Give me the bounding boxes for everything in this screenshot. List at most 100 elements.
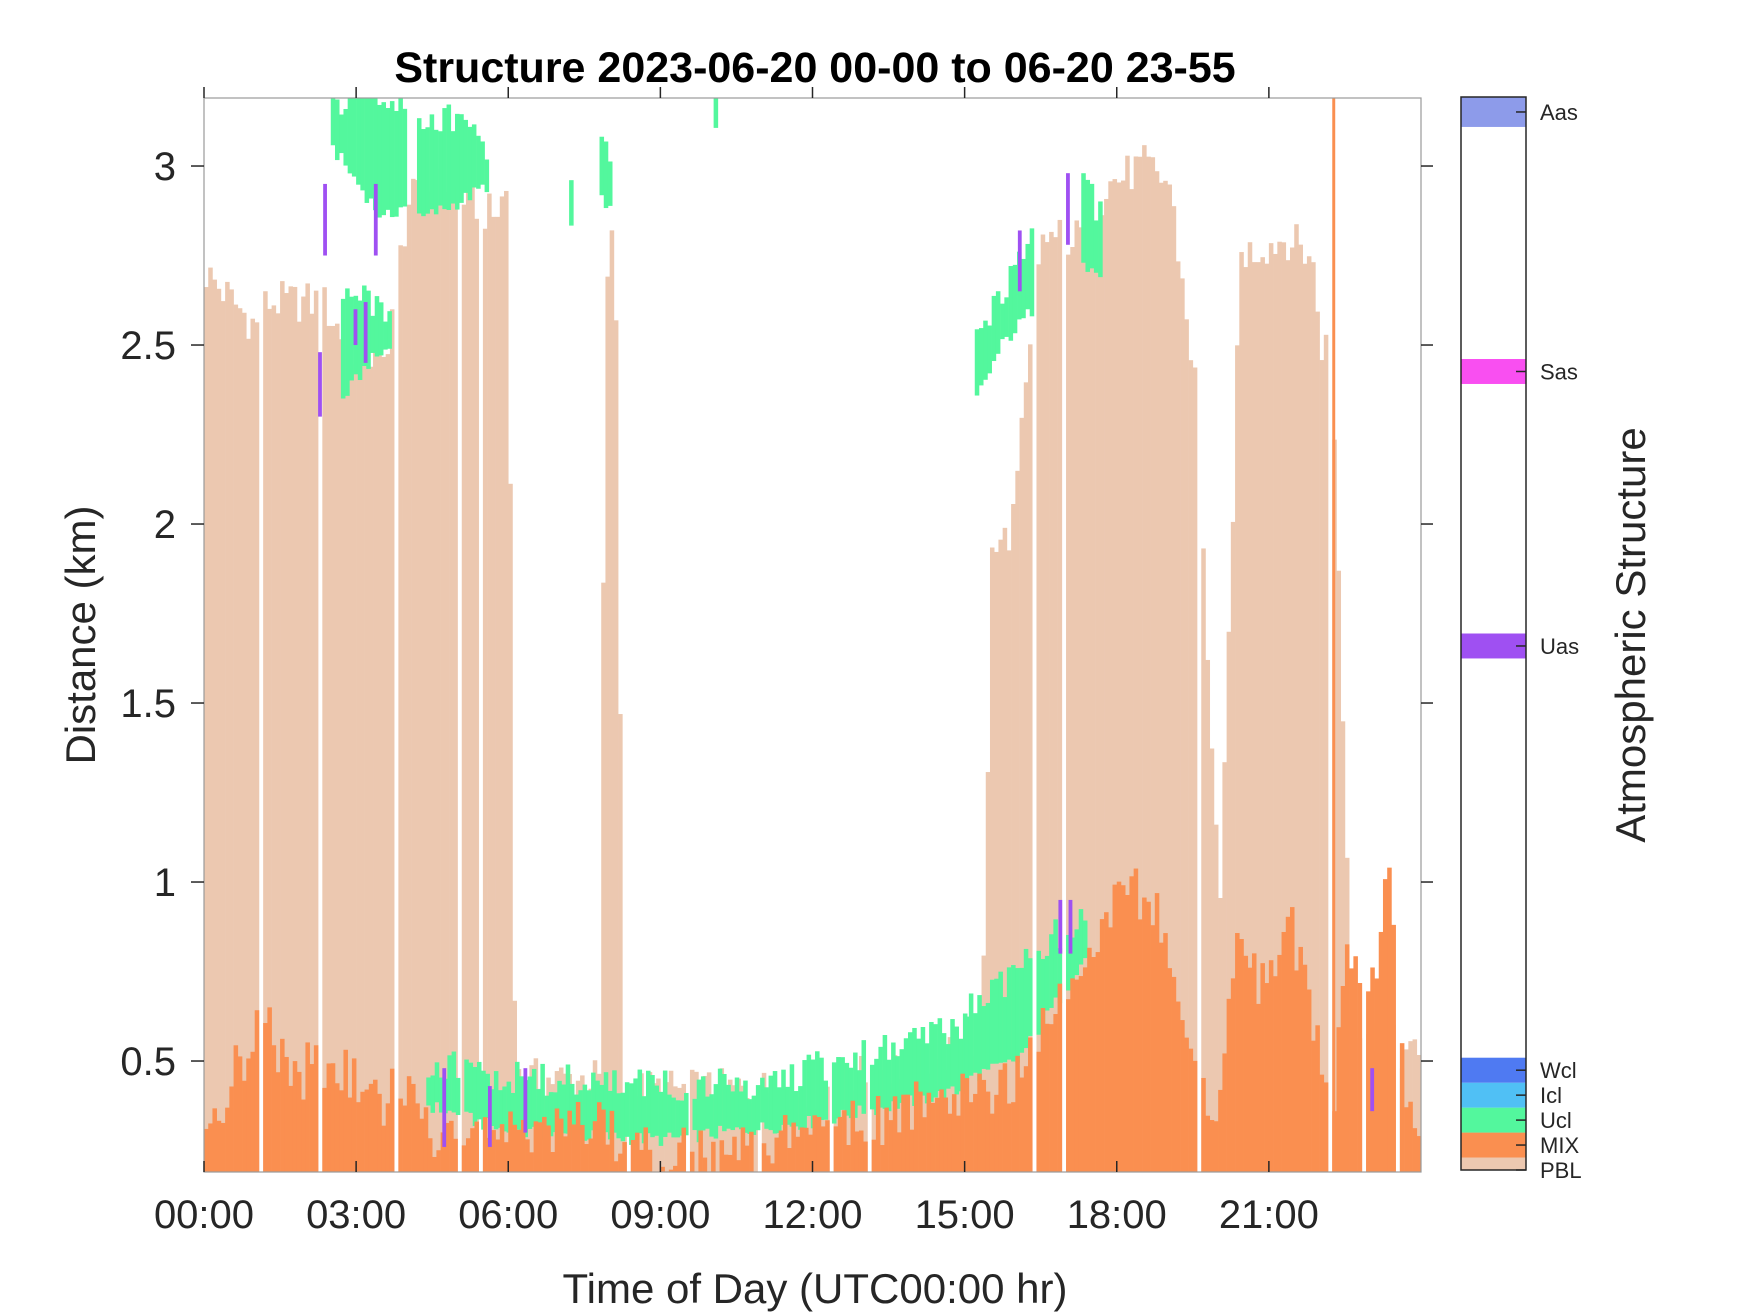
ucl-column [662,1070,668,1137]
x-axis: 00:00 03:00 06:00 09:00 12:00 15:00 18:00 21:00 [154,87,1319,1237]
mix-column [639,1149,644,1172]
mix-column [423,1107,429,1172]
ucl-column [620,1092,626,1142]
pbl-column [1306,256,1312,1172]
y-axis-label: Distance (km) [57,505,104,764]
ucl-column [557,1080,562,1132]
pbl-column [1112,179,1118,1172]
ucl-column [370,315,376,353]
pbl-column [897,1079,902,1172]
mix-column [897,1132,902,1172]
pbl-column [1239,252,1244,1172]
ucl-column [368,98,374,199]
mix-column [495,1139,501,1172]
ucl-column [493,1071,499,1130]
ucl-column [987,325,992,374]
mix-column [1230,978,1236,1172]
ucl-column [582,1084,588,1141]
mix-column [415,1103,420,1172]
ucl-column [861,1040,867,1114]
pbl-column [1066,254,1071,1172]
ucl-column [1004,297,1009,337]
ucl-column [398,98,403,208]
mix-column [360,1091,365,1172]
ucl-column [451,1051,457,1113]
x-tick-label: 06:00 [458,1193,558,1237]
mix-column [744,1145,750,1172]
ucl-column [722,1073,727,1132]
mix-column [643,1127,648,1172]
ucl-column [463,119,468,193]
mix-column [250,1051,256,1172]
pbl-column [1175,261,1181,1172]
ucl-column [1028,958,1033,1036]
mix-column [1391,924,1396,1172]
ucl-column [994,978,999,1064]
pbl-column [1264,263,1270,1172]
pbl-column [212,279,217,1172]
ucl-column [591,1072,596,1131]
mix-column [968,1102,974,1172]
mix-column [1133,868,1139,1172]
ucl-column [734,1077,740,1128]
uas-segment [1058,899,1063,954]
colorbar-label-icl: Icl [1540,1083,1562,1108]
mix-column [1323,1082,1329,1172]
mix-column [1353,956,1358,1172]
pbl-column [254,322,260,1172]
ucl-column [831,1062,837,1124]
mix-column [702,1157,708,1172]
mix-column [985,1091,991,1172]
pbl-column [1213,824,1219,1172]
colorbar-swatch-uas [1461,633,1526,659]
pbl-column [1205,659,1211,1172]
pbl-column [994,551,999,1172]
ucl-column [772,1071,778,1134]
pbl-column [1150,157,1156,1172]
y-tick-label: 2 [154,503,176,547]
ucl-column [476,135,481,189]
mix-column [1011,1102,1016,1172]
ucl-column [429,114,435,210]
mix-column [1366,991,1371,1172]
pbl-column [415,180,420,1172]
colorbar-swatch-wcl [1461,1057,1526,1083]
mix-column [1357,983,1363,1172]
mix-column [465,1138,471,1172]
pbl-column [288,286,294,1172]
mix-column [1306,989,1312,1172]
pbl-column [753,1107,758,1172]
mix-column [799,1127,805,1172]
mix-column [1066,999,1071,1172]
ucl-column [373,98,378,211]
mix-column [1057,983,1063,1172]
pbl-column [1167,184,1172,1172]
mix-column [542,1116,547,1172]
ucl-column [895,1056,900,1109]
ucl-column [438,131,443,206]
mix-column [520,1119,526,1172]
mix-column [381,1125,387,1172]
pbl-column [601,582,606,1172]
mix-column [1078,976,1084,1172]
pbl-column [1137,156,1143,1172]
ucl-column [798,1086,803,1130]
mix-column [1049,1024,1054,1172]
pbl-column [309,313,315,1172]
pbl-column [1260,257,1265,1172]
mix-column [930,1102,936,1172]
mix-column [905,1094,910,1172]
mix-column [1159,942,1164,1172]
mix-column [1408,1101,1413,1172]
mix-column [871,1139,877,1172]
pbl-column [1082,207,1088,1172]
ucl-column [806,1054,812,1116]
mix-column [1137,919,1143,1172]
pbl-column [1171,206,1177,1172]
ucl-column [347,98,353,174]
mix-column [1404,1107,1409,1172]
pbl-column [1146,156,1151,1172]
mix-column [563,1136,568,1172]
pbl-column [1184,319,1189,1172]
mix-column [922,1117,927,1172]
